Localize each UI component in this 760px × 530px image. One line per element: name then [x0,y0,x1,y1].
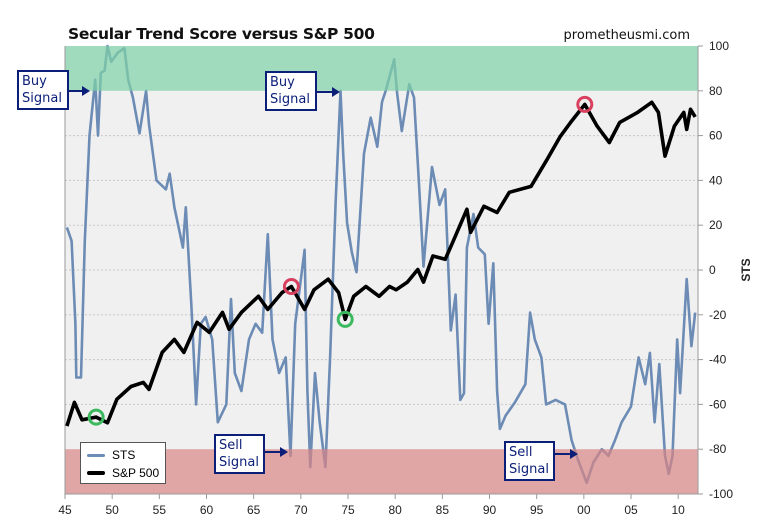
legend-entry-sp500: S&P 500 [87,466,159,480]
x-tick-label: 50 [105,503,119,517]
x-tick-label: 70 [294,503,308,517]
x-tick-label: 90 [483,503,497,517]
x-tick-label: 45 [58,503,72,517]
legend-label-sp500: S&P 500 [112,466,160,480]
x-tick-label: 55 [153,503,167,517]
legend-swatch-sp500 [87,471,105,475]
buy-signal-2-line2: Signal [270,92,310,107]
buy-zone-band [65,46,698,91]
y-tick-label: -100 [709,487,733,501]
sell-signal-2-line1: Sell [509,445,533,460]
signal-arrow-head-icon [82,86,90,96]
legend-swatch-sts [87,453,105,457]
x-tick-label: 75 [341,503,355,517]
buy-signal-1-line1: Buy [22,74,47,89]
chart-title: Secular Trend Score versus S&P 500 [68,25,375,43]
sell-signal-label-1: Sell Signal [214,434,265,474]
y-tick-label: 0 [709,263,716,277]
buy-signal-2-line1: Buy [270,75,295,90]
x-tick-label: 80 [388,503,402,517]
y-tick-label: -80 [709,442,727,456]
buy-signal-1-line2: Signal [22,91,62,106]
signal-marker-circle [576,95,594,113]
sell-signal-1-line1: Sell [219,438,243,453]
signal-arrow-head-icon [332,87,340,97]
y-tick-label: -40 [709,353,727,367]
signal-arrow-head-icon [570,449,578,459]
legend: STS S&P 500 [80,442,166,484]
signal-marker-circle [282,278,300,296]
sell-signal-1-line2: Signal [219,455,259,470]
legend-entry-sts: STS [87,448,135,462]
x-tick-label: 95 [530,503,544,517]
signal-marker-circle [336,310,354,328]
x-tick-label: 65 [247,503,261,517]
buy-signal-label-1: Buy Signal [17,70,69,110]
sell-signal-label-2: Sell Signal [504,441,555,481]
signal-arrow-head-icon [280,447,288,457]
site-watermark: prometheusmi.com [563,28,690,43]
sell-zone-band [65,449,698,494]
legend-label-sts: STS [112,448,136,462]
x-tick-label: 85 [436,503,450,517]
y-tick-label: 80 [709,84,723,98]
y-tick-label: 100 [709,39,729,53]
x-tick-label: 10 [672,503,686,517]
y-tick-label: 20 [709,218,723,232]
y-tick-label: 60 [709,129,723,143]
x-tick-label: 60 [200,503,214,517]
sp500-series-line [65,100,697,427]
y-axis-title: STS [739,258,753,281]
x-tick-label: 05 [624,503,638,517]
signal-marker-circle [87,408,105,426]
y-tick-label: -60 [709,397,727,411]
y-tick-label: 40 [709,173,723,187]
sell-signal-2-line2: Signal [509,462,549,477]
buy-signal-label-2: Buy Signal [265,71,317,111]
x-tick-label: 00 [577,503,591,517]
y-tick-label: -20 [709,308,727,322]
